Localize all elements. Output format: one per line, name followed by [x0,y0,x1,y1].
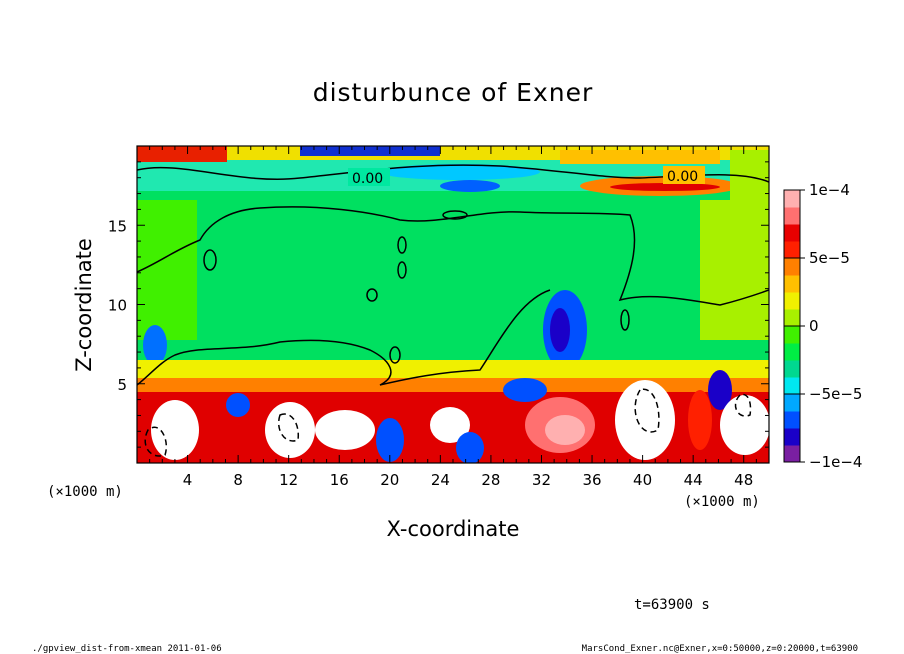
colorbar-segment [784,309,800,327]
x-axis-label: X-coordinate [387,517,520,541]
colorbar-segment [784,445,800,463]
contour-label-bg [663,166,705,184]
contour-label: 0.00 [352,171,383,187]
x-axis-unit: (×1000 m) [684,494,760,510]
footer-left: ./gpview_dist-from-xmean 2011-01-06 [32,644,222,654]
colorbar-segment [784,241,800,259]
heatmap-field [137,146,769,463]
colorbar-segment [784,394,800,412]
colorbar-ticks: 1e−4 5e−5 0 −5e−5 −1e−4 [784,181,862,471]
x-tick-label: 44 [684,471,703,489]
x-tick-label: 32 [532,471,551,489]
x-tick-label: 48 [734,471,753,489]
y-tick-label: 10 [108,297,127,315]
colorbar-segment [784,360,800,378]
time-label: t=63900 s [634,597,710,613]
contour-label-bg [348,168,390,186]
colorbar-segment [784,326,800,344]
x-tick-label: 20 [380,471,399,489]
chart-title: disturbunce of Exner [313,78,594,107]
contour-label: 0.00 [667,169,698,185]
colorbar-segment [784,292,800,310]
colorbar-segment [784,190,800,208]
colorbar-tick-label: 5e−5 [809,249,850,267]
x-tick-label: 40 [633,471,652,489]
footer-right: MarsCond_Exner.nc@Exner,x=0:50000,z=0:20… [582,644,858,654]
colorbar-tick-label: 0 [809,317,819,335]
colorbar-segment [784,275,800,293]
colorbar-segment [784,224,800,242]
x-tick-label: 28 [481,471,500,489]
x-tick-label: 8 [233,471,243,489]
colorbar-segment [784,428,800,446]
y-tick-label: 5 [117,376,127,394]
colorbar-segment [784,411,800,429]
y-axis: 5 10 15 [108,161,769,448]
x-tick-label: 16 [330,471,349,489]
x-tick-label: 4 [183,471,193,489]
y-tick-label: 15 [108,217,127,235]
colorbar-segment [784,377,800,395]
x-tick-label: 12 [279,471,298,489]
colorbar-tick-label: −5e−5 [809,385,862,403]
y-axis-label: Z-coordinate [72,238,96,372]
x-axis: 4 8 12 16 20 24 28 32 36 40 44 48 [149,146,757,489]
x-tick-label: 36 [582,471,601,489]
x-tick-label: 24 [431,471,450,489]
colorbar-tick-label: 1e−4 [809,181,850,199]
colorbar-segment [784,258,800,276]
y-axis-unit: (×1000 m) [47,484,123,500]
colorbar-segment [784,343,800,361]
colorbar-tick-label: −1e−4 [809,453,862,471]
colorbar-segment [784,207,800,225]
